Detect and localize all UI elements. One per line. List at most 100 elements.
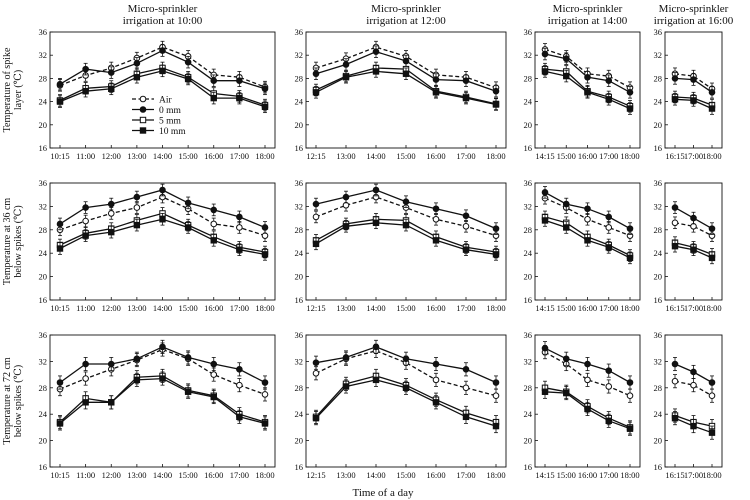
- panel: 16 20 24 28 32 36 10:15 11:00 12:00 13:00 14:00 15:…: [39, 178, 276, 313]
- y-tick-label: 24: [524, 409, 533, 419]
- legend-label: 10 mm: [159, 127, 186, 137]
- data-point: [82, 399, 89, 406]
- y-tick-label: 20: [295, 272, 304, 282]
- data-point: [708, 379, 716, 386]
- x-tick-label: 12:15: [306, 470, 325, 480]
- panel: 16 20 24 28 32 36 10:15 11:00 12:00 13:00 14:00 15:…: [39, 27, 276, 161]
- data-point: [236, 213, 243, 221]
- x-tick-label: 12:15: [306, 303, 325, 313]
- data-point: [584, 360, 591, 368]
- data-point: [432, 237, 440, 244]
- x-tick-label: 17:00: [456, 151, 475, 161]
- y-tick-label: 20: [39, 436, 48, 446]
- data-point: [236, 413, 243, 421]
- row-y-axis-label: Temperature at 36 cm below spikes (℃): [2, 198, 24, 286]
- x-tick-label: 18:00: [702, 303, 721, 313]
- x-tick-label: 13:00: [127, 470, 146, 480]
- y-tick-label: 28: [524, 383, 533, 393]
- data-point: [690, 381, 697, 389]
- y-tick-label: 20: [654, 436, 663, 446]
- column-title-line2: irrigation at 16:00: [654, 15, 734, 27]
- y-tick-label: 32: [524, 50, 533, 60]
- data-point: [342, 193, 350, 201]
- y-tick-label: 32: [295, 50, 304, 60]
- data-point: [432, 215, 440, 223]
- data-point: [82, 232, 89, 239]
- y-tick-label: 32: [524, 356, 533, 366]
- y-tick-label: 36: [524, 330, 533, 340]
- x-tick-label: 14:00: [153, 303, 172, 313]
- y-tick-label: 20: [654, 120, 663, 130]
- data-point: [671, 75, 679, 82]
- data-point: [402, 355, 410, 363]
- data-point: [462, 413, 470, 421]
- data-point: [56, 220, 64, 228]
- legend-label: 0 mm: [159, 106, 182, 116]
- y-tick-label: 36: [524, 27, 533, 37]
- data-point: [159, 47, 166, 54]
- data-point: [342, 354, 350, 361]
- x-tick-label: 17:00: [684, 151, 703, 161]
- y-tick-label: 28: [654, 383, 663, 393]
- legend-marker: [139, 116, 147, 124]
- data-point: [690, 214, 697, 222]
- x-tick-label: 14:00: [153, 470, 172, 480]
- x-tick-label: 17:00: [456, 303, 475, 313]
- y-tick-label: 20: [524, 272, 533, 282]
- x-tick-label: 16:00: [578, 151, 597, 161]
- data-point: [159, 375, 166, 382]
- data-point: [626, 254, 634, 262]
- data-point: [261, 224, 269, 231]
- data-point: [541, 388, 549, 395]
- y-tick-label: 16: [39, 462, 48, 472]
- y-tick-label: 24: [654, 248, 663, 258]
- x-tick-label: 18:00: [486, 303, 505, 313]
- x-tick-label: 17:00: [599, 151, 618, 161]
- y-tick-label: 28: [39, 225, 48, 235]
- data-point: [605, 77, 613, 85]
- x-tick-label: 17:00: [230, 303, 249, 313]
- column-title-line2: irrigation at 10:00: [123, 15, 203, 27]
- legend-entry: 10 mm: [132, 127, 186, 137]
- row-y-label-line1: Temperature of spike: [2, 47, 13, 132]
- data-point: [462, 212, 470, 220]
- x-tick-label: 15:00: [178, 303, 197, 313]
- y-tick-label: 36: [39, 330, 48, 340]
- y-tick-label: 32: [524, 201, 533, 211]
- x-tick-label: 18:00: [255, 151, 274, 161]
- data-point: [133, 221, 141, 229]
- data-point: [432, 76, 440, 83]
- legend-entry: 5 mm: [132, 116, 182, 126]
- data-point: [342, 223, 350, 230]
- data-point: [159, 67, 166, 75]
- series-line: [59, 348, 266, 396]
- row-y-axis-label: Temperature of spike layer (℃): [2, 47, 24, 132]
- x-tick-label: 13:00: [336, 303, 355, 313]
- y-tick-label: 20: [524, 120, 533, 130]
- y-tick-label: 32: [39, 201, 48, 211]
- data-point: [108, 85, 115, 93]
- panel: 16 20 24 28 32 36 16:15 17:00 18:00: [654, 27, 723, 161]
- x-tick-label: 17:00: [230, 151, 249, 161]
- x-tick-label: 15:00: [557, 303, 576, 313]
- y-tick-label: 16: [39, 295, 48, 305]
- row-y-label-line1: Temperature at 36 cm: [2, 198, 13, 286]
- data-point: [133, 74, 141, 81]
- y-tick-label: 24: [524, 97, 533, 107]
- data-point: [462, 384, 470, 392]
- y-tick-label: 24: [524, 248, 533, 258]
- y-tick-label: 36: [39, 27, 48, 37]
- data-point: [210, 360, 218, 368]
- row-y-label-line1: Temperature at 72 cm: [2, 357, 13, 445]
- data-point: [236, 77, 243, 85]
- panel: 16 20 24 28 32 36 10:15 11:00 12:00 13:00 14:00 15:…: [39, 330, 276, 480]
- y-tick-label: 20: [39, 120, 48, 130]
- data-point: [671, 204, 679, 211]
- data-point: [462, 246, 470, 253]
- data-point: [626, 225, 634, 232]
- column-title-line1: Micro-sprinkler: [553, 3, 623, 15]
- y-tick-label: 24: [654, 97, 663, 107]
- data-point: [236, 94, 243, 102]
- legend-marker: [139, 95, 147, 103]
- x-tick-label: 12:00: [102, 470, 121, 480]
